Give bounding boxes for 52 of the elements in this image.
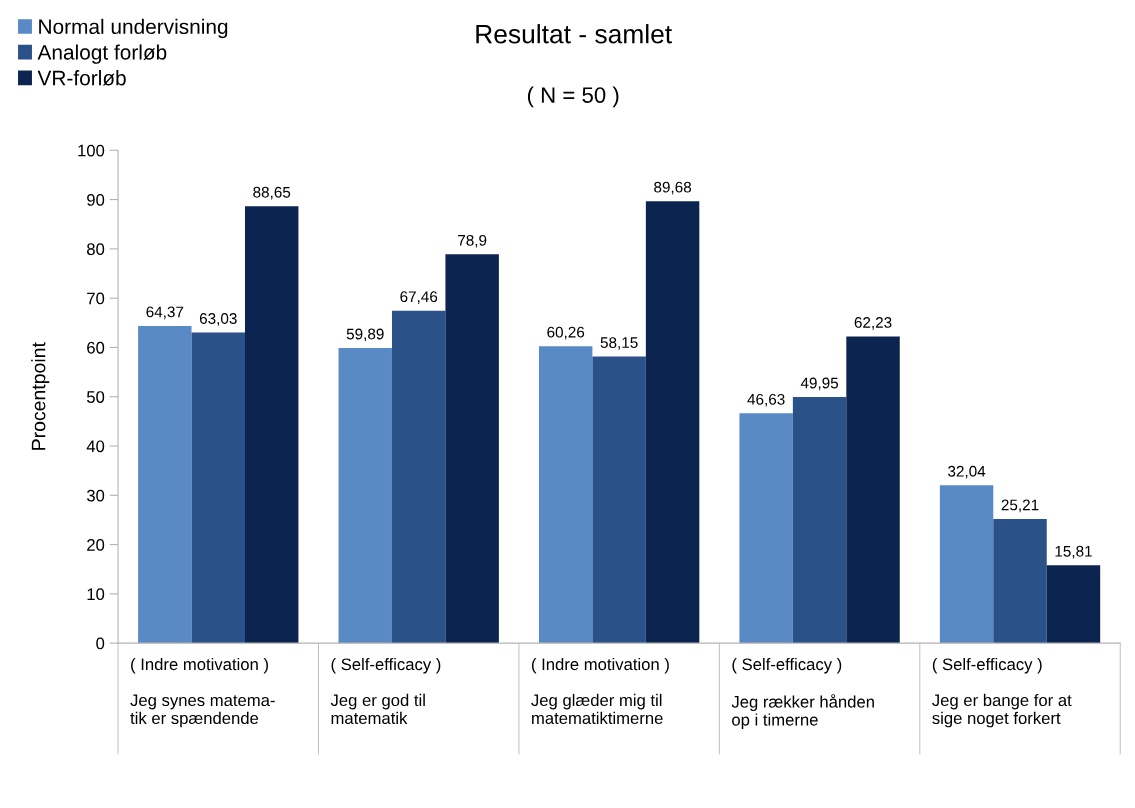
bar xyxy=(244,206,299,644)
bar xyxy=(191,332,245,644)
data-label: 32,04 xyxy=(948,465,986,479)
bar xyxy=(993,518,1047,644)
legend-label: Normal undervisning xyxy=(39,18,228,39)
bar xyxy=(939,485,994,644)
y-axis-title: Procentpoint xyxy=(31,342,50,450)
data-label: 58,15 xyxy=(600,337,638,350)
bar xyxy=(1046,565,1101,644)
bar xyxy=(645,201,700,644)
category-label: ( Indre motivation ) Jeg synes matema- tik er spændende xyxy=(130,657,275,728)
y-tick-label: 70 xyxy=(87,292,105,305)
data-label: 78,9 xyxy=(458,234,487,248)
bar xyxy=(338,347,392,644)
legend-label: VR-forløb xyxy=(37,70,126,86)
legend-label: Analogt forløb xyxy=(37,44,167,64)
data-label: 88,65 xyxy=(253,186,291,200)
bar xyxy=(445,254,499,644)
y-tick-label: 20 xyxy=(87,538,105,551)
y-tick-label: 40 xyxy=(86,440,105,453)
data-label: 25,21 xyxy=(1001,499,1039,513)
category-label: ( Self-efficacy ) Jeg rækker hånden op i timerne xyxy=(731,657,874,729)
bar xyxy=(792,396,847,644)
y-tick-label: 50 xyxy=(86,391,105,403)
data-label: 15,81 xyxy=(1055,545,1092,559)
bar xyxy=(592,356,646,644)
data-label: 60,26 xyxy=(547,326,585,340)
category-label: ( Self-efficacy ) Jeg er bange for at sige noget forkert xyxy=(932,657,1072,728)
data-label: 59,89 xyxy=(346,328,384,342)
data-label: 64,37 xyxy=(146,306,184,320)
chart-subtitle: ( N = 50 ) xyxy=(527,86,619,108)
data-label: 89,68 xyxy=(654,181,692,195)
bar xyxy=(739,413,793,644)
y-tick-label: 30 xyxy=(86,489,105,502)
y-tick-label: 90 xyxy=(87,193,105,206)
y-tick-label: 60 xyxy=(87,341,105,354)
category-label: ( Indre motivation ) Jeg glæder mig til matematiktimerne xyxy=(531,657,669,725)
bar xyxy=(138,325,192,644)
data-label: 67,46 xyxy=(400,291,438,304)
data-label: 46,63 xyxy=(747,393,785,407)
chart-title: Resultat - samlet xyxy=(476,24,672,44)
y-tick-label: 0 xyxy=(96,637,105,650)
y-tick-label: 100 xyxy=(78,144,105,157)
bar xyxy=(538,346,593,644)
bar xyxy=(391,310,446,644)
category-label: ( Self-efficacy ) Jeg er god til matematik xyxy=(330,657,441,725)
data-label: 49,95 xyxy=(800,377,839,391)
data-label: 62,23 xyxy=(854,317,892,330)
data-label: 63,03 xyxy=(199,313,237,326)
bar xyxy=(846,336,900,644)
y-tick-label: 10 xyxy=(87,588,105,601)
y-tick-label: 80 xyxy=(87,243,105,256)
